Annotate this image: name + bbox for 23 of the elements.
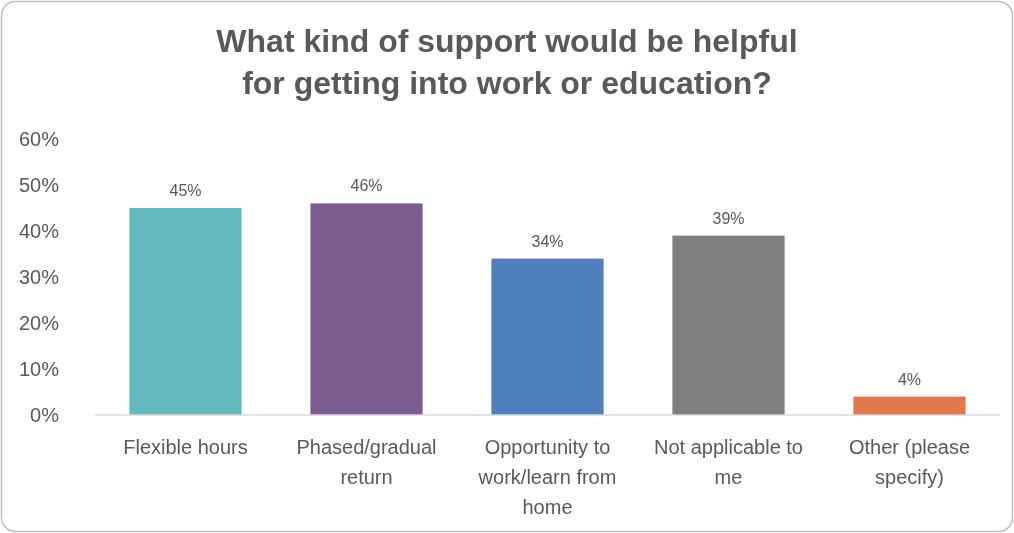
x-tick-label: Opportunity to work/learn from home bbox=[477, 436, 617, 518]
x-tick-label: Flexible hours bbox=[123, 436, 248, 458]
data-label: 39% bbox=[712, 209, 745, 227]
x-tick-label: Other (please specify) bbox=[848, 436, 971, 488]
data-label: 4% bbox=[897, 370, 922, 388]
x-tick-label: Phased/gradual return bbox=[296, 436, 437, 488]
bar bbox=[853, 396, 966, 415]
y-tick-label: 0% bbox=[30, 404, 60, 426]
y-tick-label: 40% bbox=[18, 220, 60, 242]
y-tick-label: 50% bbox=[18, 174, 60, 196]
y-tick-label: 10% bbox=[18, 358, 60, 380]
data-label: 46% bbox=[350, 177, 383, 195]
bar bbox=[491, 258, 604, 415]
bar bbox=[129, 208, 242, 415]
bar bbox=[672, 235, 785, 415]
data-label: 45% bbox=[169, 182, 202, 199]
data-label: 34% bbox=[531, 232, 564, 250]
y-tick-label: 30% bbox=[18, 266, 60, 288]
chart-title: What kind of support would be helpful for getting into work or education? bbox=[216, 23, 798, 101]
bar bbox=[310, 203, 423, 415]
y-tick-label: 20% bbox=[18, 312, 60, 334]
x-tick-label: Not applicable to me bbox=[654, 436, 803, 488]
y-tick-label: 60% bbox=[18, 128, 60, 150]
